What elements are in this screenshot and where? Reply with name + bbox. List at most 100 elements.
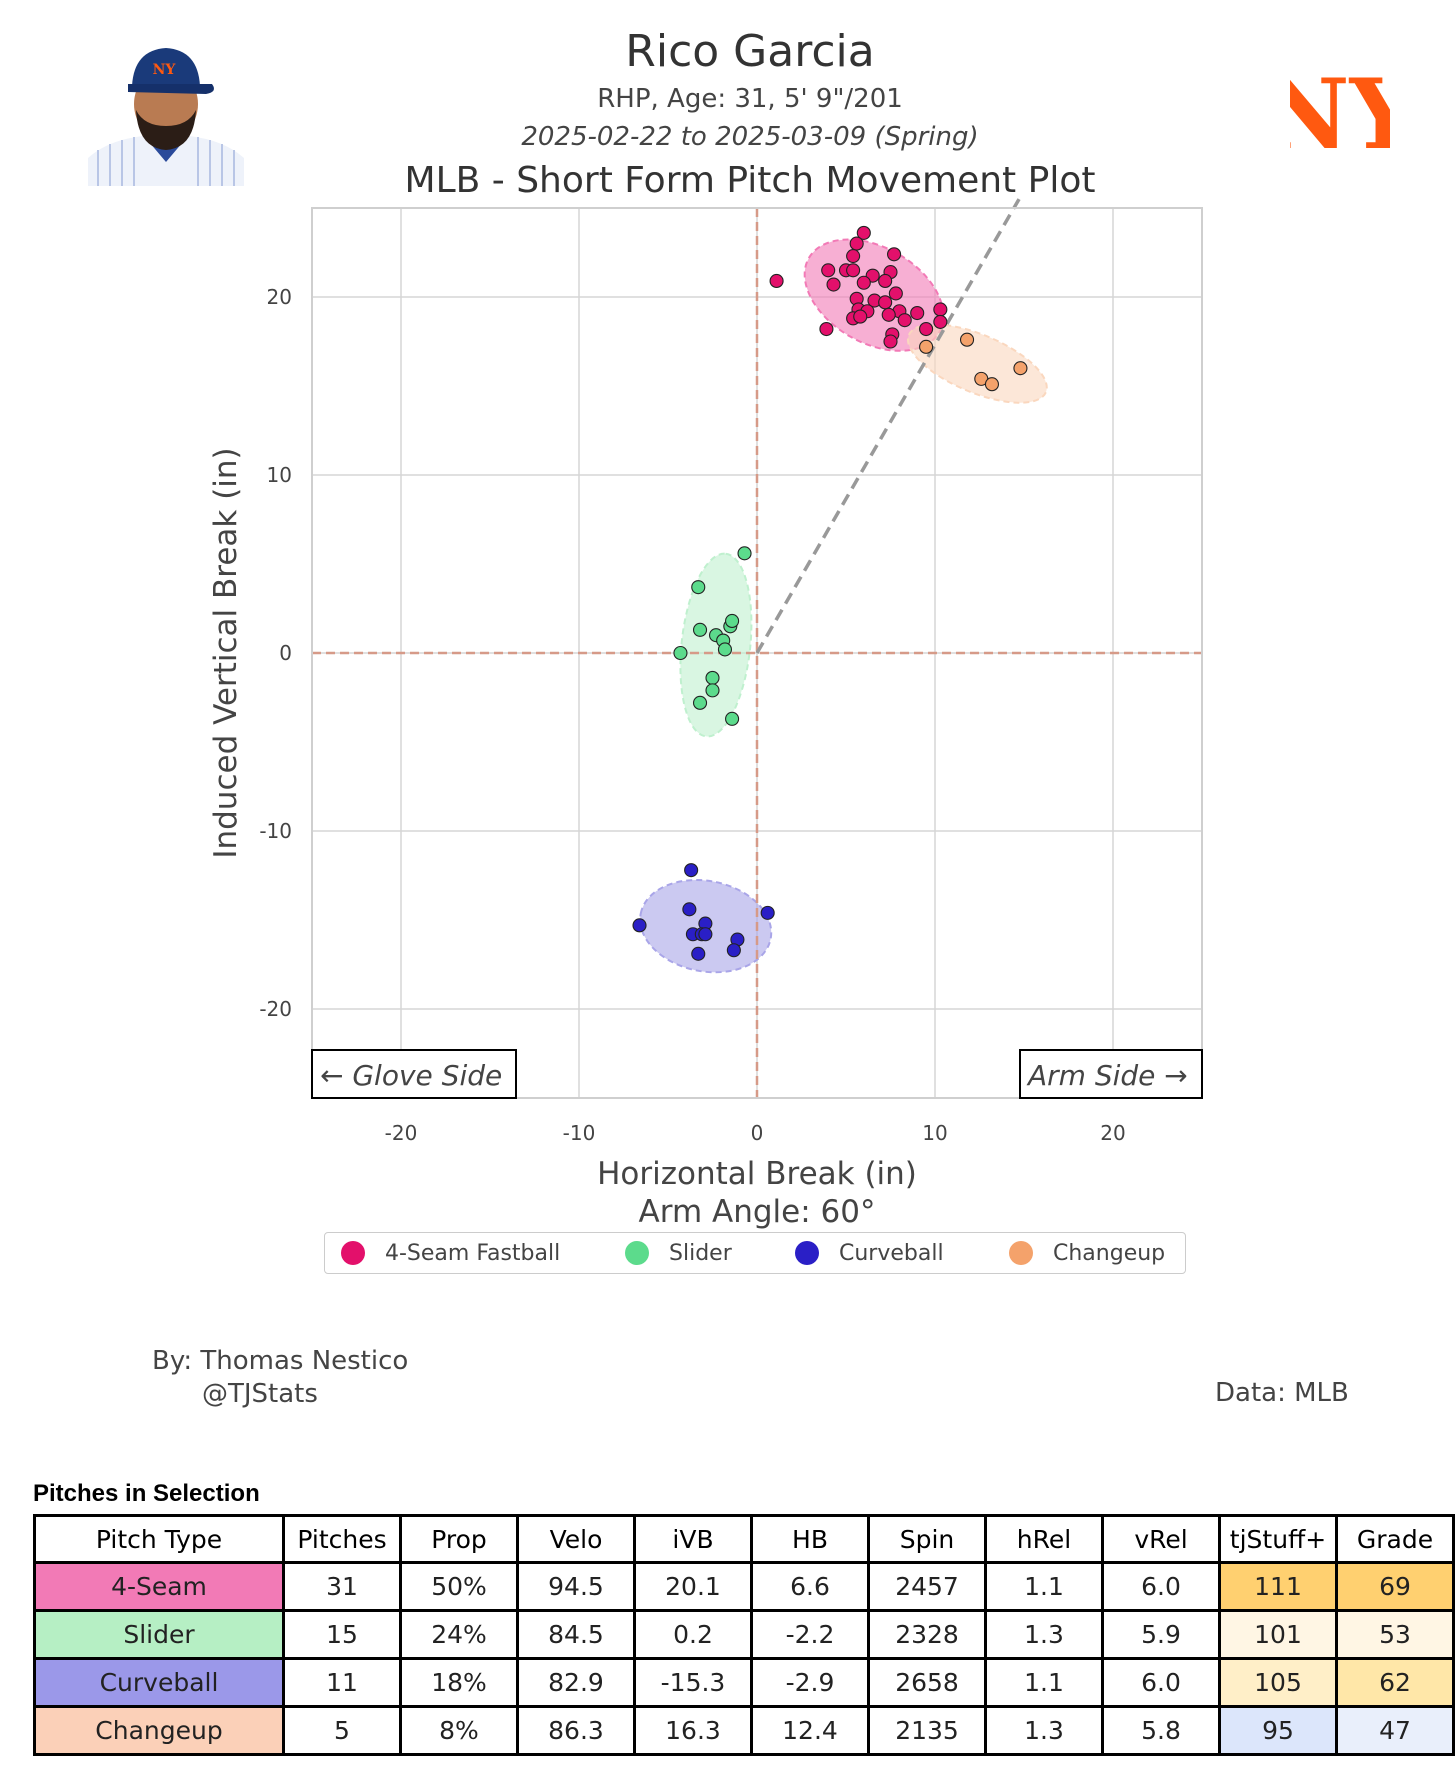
cell-pitches: 15 [282,1609,402,1660]
cell-hrel: 1.1 [984,1657,1104,1708]
glove-side-label: ← Glove Side [320,1059,502,1092]
y-tick-label: -20 [259,997,292,1021]
header-tjstuff: tjStuff+ [1218,1514,1338,1564]
point-4-seam-fastball [883,334,898,349]
point-4-seam-fastball [821,263,836,278]
cell-pitches: 31 [282,1561,402,1612]
point-4-seam-fastball [856,225,871,240]
y-tick-label: 10 [267,463,292,487]
point-slider [692,622,708,637]
legend-marker [795,1241,819,1265]
date-range: 2025-02-22 to 2025-03-09 (Spring) [521,122,979,152]
point-slider [673,645,688,661]
cell-hrel: 1.1 [984,1561,1104,1612]
cell-velo: 86.3 [516,1705,636,1756]
point-curveball [684,863,699,878]
cell-pitches: 5 [282,1705,402,1756]
header-prop: Prop [399,1514,519,1564]
cell-vrel: 6.0 [1101,1561,1221,1612]
cell-hrel: 1.3 [984,1609,1104,1660]
point-4-seam-fastball [846,263,861,278]
legend-label: Slider [669,1240,732,1266]
point-4-seam-fastball [919,321,934,337]
point-slider [725,613,740,629]
point-4-seam-fastball [856,275,871,290]
cell-prop: 24% [399,1609,519,1660]
cell-prop: 18% [399,1657,519,1708]
point-4-seam-fastball [888,286,903,301]
legend-item-slider: Slider [625,1233,732,1273]
cell-tjstuff: 95 [1218,1705,1338,1756]
cell-pitch-type: Changeup [33,1705,285,1756]
cell-ivb: 20.1 [633,1561,753,1612]
svg-text:NY: NY [153,62,177,78]
x-tick-label: 10 [922,1121,947,1145]
cell-ivb: 16.3 [633,1705,753,1756]
chart-points [632,225,1028,961]
author-handle: @TJStats [202,1379,318,1409]
plot-border [311,207,1203,1099]
point-curveball [726,943,741,958]
cell-ivb: -15.3 [633,1657,753,1708]
point-curveball [632,918,647,933]
cell-velo: 82.9 [516,1657,636,1708]
cell-hb: -2.2 [750,1609,870,1660]
point-4-seam-fastball [826,277,841,292]
legend-marker [1009,1241,1033,1265]
plot-title: MLB - Short Form Pitch Movement Plot [404,160,1096,201]
table-row: Changeup 5 8% 86.3 16.3 12.4 2135 1.3 5.… [33,1705,1455,1756]
header-velo: Velo [516,1514,636,1564]
cell-velo: 84.5 [516,1609,636,1660]
arm-side-label: Arm Side → [1026,1059,1188,1092]
point-changeup [984,377,1000,392]
point-slider [691,580,706,595]
cell-vrel: 5.8 [1101,1705,1221,1756]
cell-spin: 2457 [867,1561,987,1612]
point-4-seam-fastball [849,236,864,251]
arm-angle-line [755,198,1021,654]
point-4-seam-fastball [853,309,868,324]
cell-spin: 2328 [867,1609,987,1660]
cell-pitches: 11 [282,1657,402,1708]
legend-item-4-seam: 4-Seam Fastball [341,1233,560,1273]
cell-spin: 2135 [867,1705,987,1756]
point-changeup [1013,361,1028,376]
point-slider [692,695,708,710]
cell-vrel: 5.9 [1101,1609,1221,1660]
chart-reference-lines [312,198,1202,1098]
point-4-seam-fastball [846,249,861,264]
chart-ticks: -20 -10 0 10 20 -20 -10 0 10 20 [259,285,1125,1145]
cell-tjstuff: 101 [1218,1609,1338,1660]
author-credit: By: Thomas Nestico [152,1346,409,1376]
cell-pitch-type: 4-Seam [33,1561,285,1612]
header-hrel: hRel [984,1514,1104,1564]
header-pitches: Pitches [282,1514,402,1564]
svg-text:NY: NY [1290,58,1390,171]
point-slider [717,642,733,657]
cell-grade: 53 [1335,1609,1455,1660]
point-slider [737,546,752,561]
legend-item-changeup: Changeup [1009,1233,1165,1273]
player-info: RHP, Age: 31, 5' 9"/201 [597,84,903,114]
cell-grade: 47 [1335,1705,1455,1756]
cell-grade: 69 [1335,1561,1455,1612]
point-4-seam-fastball [910,305,925,321]
cell-prop: 8% [399,1705,519,1756]
arm-side-box: Arm Side → [1019,1049,1203,1099]
point-4-seam-fastball [897,313,912,328]
header-ivb: iVB [633,1514,753,1564]
table-row: Slider 15 24% 84.5 0.2 -2.2 2328 1.3 5.9… [33,1609,1455,1660]
header-spin: Spin [867,1514,987,1564]
header-grade: Grade [1335,1514,1455,1564]
point-4-seam-fastball [878,295,893,310]
legend-label: 4-Seam Fastball [385,1240,561,1266]
point-4-seam-fastball [933,314,948,329]
y-tick-label: -10 [259,819,292,843]
x-tick-label: 20 [1100,1121,1125,1145]
cell-prop: 50% [399,1561,519,1612]
chart-legend: 4-Seam Fastball Slider Curveball Changeu… [324,1232,1186,1274]
credits: By: Thomas Nestico @TJStats [152,1345,408,1411]
header-hb: HB [750,1514,870,1564]
cell-tjstuff: 111 [1218,1561,1338,1612]
legend-item-curveball: Curveball [795,1233,944,1273]
